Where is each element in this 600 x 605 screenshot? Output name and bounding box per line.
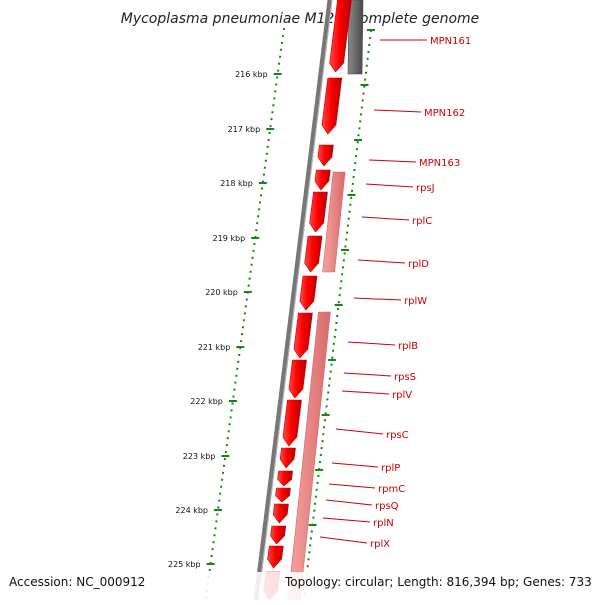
gene-leader-line: [331, 462, 379, 468]
genome-backbone: [253, 0, 333, 601]
gene-leader-line: [322, 517, 371, 523]
gene-label[interactable]: rplN: [373, 518, 394, 529]
scale-tick-label: 217 kbp: [228, 125, 261, 134]
gene-label[interactable]: rpsJ: [416, 183, 435, 194]
gene-arrow[interactable]: [270, 525, 287, 545]
gene-label[interactable]: rplC: [412, 216, 432, 227]
kbp-scale-track: 216 kbp 217 kbp 218 kbp 219 kbp 220 kbp 221 k…: [168, 27, 285, 601]
gene-leader-line: [353, 297, 402, 301]
gene-arrow[interactable]: [293, 312, 313, 359]
gene-leader-line: [328, 483, 376, 489]
gene-arrow-track: [263, 0, 352, 601]
gene-label[interactable]: rplB: [398, 341, 418, 352]
gene-label[interactable]: rpsC: [386, 430, 409, 441]
gene-arrow[interactable]: [304, 235, 323, 273]
grey-feature-track: [347, 0, 364, 75]
gene-arrow[interactable]: [282, 399, 302, 447]
backbone-line: [253, 0, 333, 601]
accession-text: Accession: NC_000912: [9, 575, 145, 589]
gene-arrow[interactable]: [279, 447, 296, 469]
gene-leader-line: [341, 390, 390, 395]
gene-arrow[interactable]: [277, 470, 293, 487]
gene-label[interactable]: rplW: [404, 296, 427, 307]
gene-arrow[interactable]: [329, 0, 352, 73]
scale-tick-label: 216 kbp: [235, 70, 268, 79]
operon-block: [322, 171, 346, 273]
grey-feature-block: [347, 0, 364, 75]
gene-label[interactable]: rplX: [370, 539, 390, 550]
gene-leader-line: [319, 536, 368, 544]
map-title: Mycoplasma pneumoniae M129, complete gen…: [121, 11, 480, 27]
gene-leader-line: [343, 372, 392, 377]
footer-backdrop: [0, 572, 600, 600]
gene-leader-line: [335, 428, 384, 435]
gene-leader-line: [365, 183, 414, 188]
scale-tick-label: 223 kbp: [183, 452, 216, 461]
scale-tick-label: 225 kbp: [168, 560, 201, 569]
gene-label[interactable]: MPN161: [430, 36, 471, 47]
gene-leader-line: [368, 159, 417, 163]
gene-arrow[interactable]: [272, 503, 289, 524]
gene-arrow[interactable]: [267, 545, 284, 569]
scale-tick-label: 224 kbp: [175, 506, 208, 515]
gene-arrow[interactable]: [314, 169, 331, 191]
gene-label-ruler: [302, 29, 375, 601]
gene-leader-line: [325, 499, 373, 506]
gene-arrow[interactable]: [275, 487, 291, 503]
scale-tick-label: 221 kbp: [198, 343, 231, 352]
gene-label[interactable]: rpsS: [394, 372, 416, 383]
gene-label[interactable]: rpmC: [378, 484, 405, 495]
gene-label[interactable]: rplP: [381, 463, 400, 474]
scale-dotted-line: [204, 27, 285, 601]
gene-labels: MPN161 MPN162 MPN163 rpsJ rplC rplD rplW rplB rp…: [319, 36, 471, 550]
gene-arrow[interactable]: [321, 77, 343, 135]
scale-tick-label: 219 kbp: [213, 234, 246, 243]
gene-label[interactable]: MPN162: [424, 108, 465, 119]
gene-arrow[interactable]: [309, 191, 328, 233]
gene-leader-line: [347, 341, 396, 346]
backbone-highlight: [257, 0, 333, 601]
scale-tick-label: 222 kbp: [190, 397, 223, 406]
gene-label[interactable]: rpsQ: [375, 501, 399, 512]
topology-text: Topology: circular; Length: 816,394 bp; …: [284, 575, 592, 589]
gene-leader-line: [361, 216, 410, 221]
gene-leader-line: [373, 109, 422, 113]
scale-tick-label: 218 kbp: [220, 179, 253, 188]
gene-leader-line: [357, 259, 406, 264]
operon-track: [287, 171, 346, 601]
scale-tick-label: 220 kbp: [205, 288, 238, 297]
gene-label[interactable]: MPN163: [419, 158, 460, 169]
gene-label[interactable]: rplD: [408, 259, 429, 270]
gene-arrow[interactable]: [288, 359, 307, 399]
gene-arrow[interactable]: [317, 144, 334, 167]
gene-label[interactable]: rplV: [392, 390, 412, 401]
gene-arrow[interactable]: [299, 275, 318, 311]
